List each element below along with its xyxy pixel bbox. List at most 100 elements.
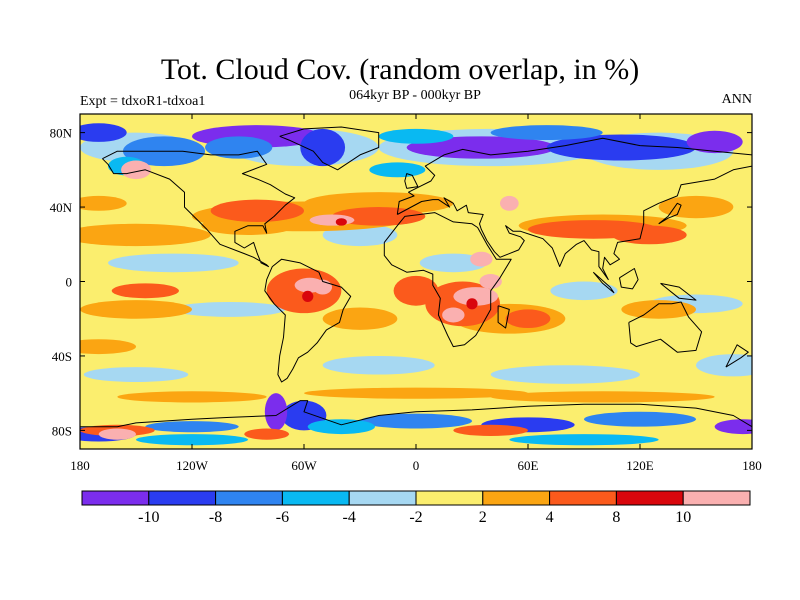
anomaly-patch [612, 225, 687, 245]
coastline [80, 400, 752, 428]
anomaly-patch [205, 136, 273, 159]
anomaly-patch [111, 283, 179, 299]
coastline [592, 271, 615, 294]
colorbar-swatch [482, 490, 551, 506]
anomaly-patch [173, 301, 286, 317]
colorbar-swatch [415, 490, 484, 506]
colorbar-label: -2 [409, 509, 422, 526]
anomaly-patch [419, 253, 487, 273]
lon-tick-label: 120E [626, 458, 654, 473]
coastline [102, 150, 296, 268]
anomaly-patch [302, 290, 314, 302]
colorbar-swatch [682, 490, 751, 506]
anomaly-patch [210, 199, 304, 222]
anomaly-patch [621, 300, 697, 319]
anomaly-patch [686, 130, 743, 154]
anomaly-patch [470, 251, 493, 267]
coastline [264, 258, 352, 383]
lat-tick-label: 40S [52, 349, 72, 364]
coastline [619, 268, 639, 290]
coastline [497, 305, 510, 329]
anomaly-patch [509, 434, 659, 446]
anomaly-patch [479, 274, 502, 289]
colorbar-swatch [81, 490, 150, 506]
anomaly-patch [107, 253, 239, 273]
anomaly-patch [453, 424, 528, 436]
anomaly-patch [80, 223, 211, 247]
anomaly-patch [335, 218, 347, 226]
chart-title: Tot. Cloud Cov. (random overlap, in %) [160, 53, 640, 86]
anomaly-patch [304, 192, 454, 215]
anomaly-patch [80, 300, 192, 319]
colorbar: -10 -8 -6 -4 -2 2 4 8 10 [81, 490, 751, 526]
anomaly-patch [714, 419, 752, 435]
lat-tick-label: 80N [50, 126, 73, 141]
coastline [279, 126, 380, 171]
colorbar-label: -8 [209, 509, 222, 526]
anomaly-patch [378, 128, 454, 144]
chart-subtitle: 064kyr BP - 000kyr BP [349, 88, 481, 103]
anomaly-patch [264, 393, 288, 431]
colorbar-swatch [615, 490, 684, 506]
anomaly-patch [307, 419, 375, 435]
colorbar-label: 10 [675, 509, 691, 526]
coastlines [80, 126, 752, 428]
anomaly-patch [360, 413, 472, 429]
coastline [660, 282, 697, 301]
colorbar-swatch [348, 490, 417, 506]
anomaly-patch [490, 365, 640, 384]
colorbar-label: 2 [479, 509, 487, 526]
anomaly-patch [500, 195, 519, 211]
coastline [396, 137, 752, 281]
anomaly-patch [322, 307, 398, 330]
colorbar-label: -4 [343, 509, 356, 526]
anomaly-patch [490, 391, 715, 403]
colorbar-label: 4 [546, 509, 554, 526]
anomaly-patch [490, 125, 603, 141]
anomaly-patch [369, 162, 426, 178]
anomaly-patch [80, 123, 127, 142]
anomaly-patch [145, 421, 239, 433]
coastline [658, 202, 682, 225]
lon-tick-label: 60E [518, 458, 539, 473]
anomaly-patch [136, 434, 248, 446]
anomaly-patch [696, 354, 752, 377]
lat-tick-label: 40N [50, 200, 73, 215]
anomaly-patch [80, 339, 136, 355]
anomaly-patch [83, 367, 189, 382]
anomaly-patch [309, 214, 355, 226]
anomaly-patch [658, 195, 734, 219]
colorbar-swatch [215, 490, 283, 506]
coastline [725, 344, 749, 368]
colorbar-swatch [281, 490, 350, 506]
anomaly-patch [80, 195, 127, 211]
lon-tick-label: 180 [742, 458, 762, 473]
anomaly-patch [121, 160, 151, 180]
colorbar-swatch [549, 490, 617, 506]
anomaly-patch [466, 298, 478, 310]
lat-tick-label: 0 [66, 275, 73, 290]
anomaly-patch [453, 287, 499, 306]
coastline [383, 212, 512, 348]
anomaly-patch [546, 134, 696, 161]
anomaly-patch [244, 428, 290, 440]
colorbar-swatch [148, 490, 217, 506]
lon-tick-label: 180 [70, 458, 90, 473]
anomaly-patch [584, 411, 696, 427]
lon-tick-label: 0 [413, 458, 420, 473]
season-label: ANN [721, 92, 752, 107]
colorbar-label: -10 [138, 509, 159, 526]
anomaly-patch [98, 428, 136, 440]
colorbar-label: -6 [276, 509, 289, 526]
colorbar-label: 8 [612, 509, 620, 526]
lon-tick-label: 60W [291, 458, 317, 473]
coastline [628, 301, 703, 353]
anomaly-patch [505, 309, 551, 329]
anomaly-patch [393, 275, 439, 306]
anomaly-patch [442, 307, 465, 323]
anomaly-patch [117, 391, 267, 403]
lon-tick-label: 120W [176, 458, 209, 473]
anomaly-patch [550, 281, 618, 301]
anomaly-patch [300, 128, 346, 167]
